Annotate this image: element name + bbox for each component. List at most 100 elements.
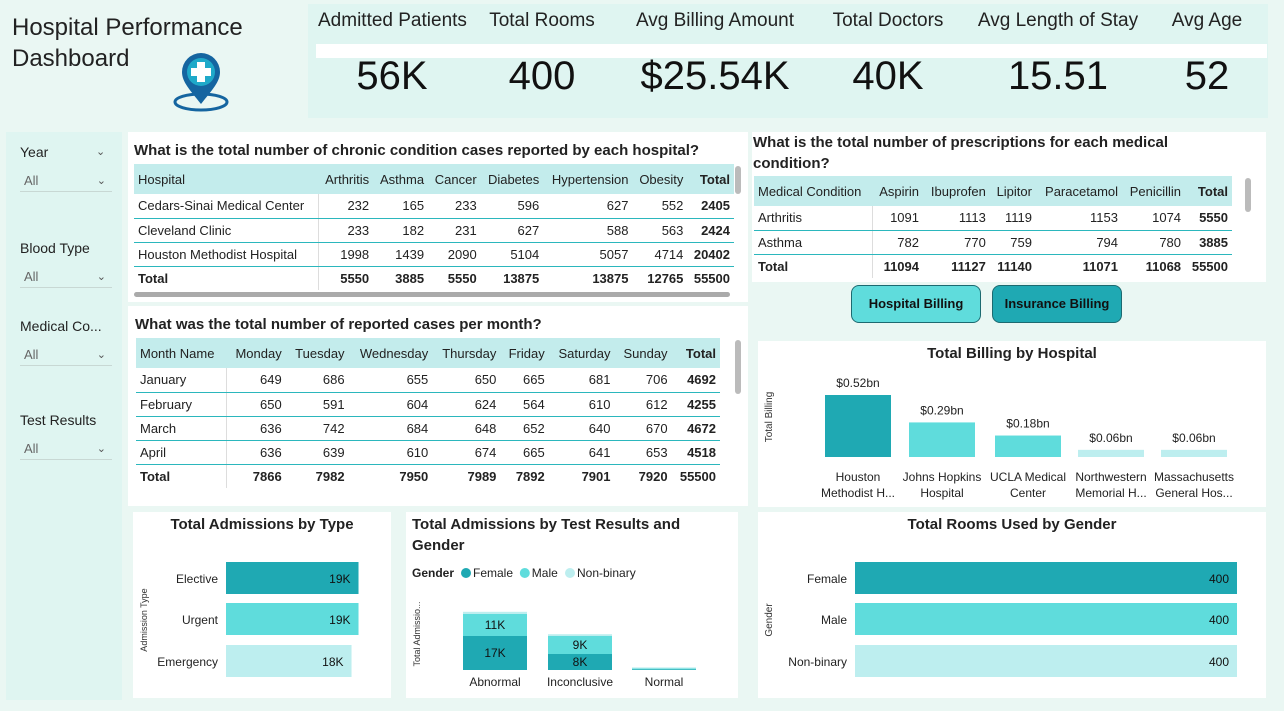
prescription-table-col-header[interactable]: Ibuprofen (923, 176, 990, 206)
chronic-table-col-header[interactable]: Total (687, 164, 734, 194)
test-bar-segment (463, 611, 527, 614)
chevron-down-icon: ⌄ (96, 271, 106, 283)
monthly-table-cell: 653 (614, 440, 672, 465)
billing-category-label: Northwestern (1075, 470, 1146, 484)
insurance-billing-button[interactable]: Insurance Billing (992, 285, 1122, 323)
prescription-table-col-header[interactable]: Penicillin (1122, 176, 1186, 206)
monthly-table-cell: 650 (226, 392, 286, 417)
monthly-table-cell: 684 (348, 416, 433, 441)
chronic-table-row[interactable]: Cedars-Sinai Medical Center 232 165 233 596 6… (134, 194, 734, 219)
chronic-table-hscroll[interactable] (134, 292, 730, 297)
type-bar (226, 562, 359, 594)
chronic-table-total-cell: 5550 (428, 265, 481, 290)
test-results-chart: Total Admissions by Test Results and Gend… (412, 516, 696, 689)
chronic-table-vscroll[interactable] (735, 166, 741, 194)
prescription-table-cell: 770 (923, 230, 990, 255)
slicer-panel (6, 132, 122, 700)
billing-category-label: Memorial H... (1075, 486, 1146, 500)
monthly-table-col-header[interactable]: Monday (226, 338, 286, 368)
slicer-test-dropdown[interactable]: All ⌄ (20, 438, 112, 460)
rooms-gender-chart: Total Rooms Used by Gender Gender 400 Femal… (764, 516, 1237, 677)
slicer-medical-dropdown[interactable]: All ⌄ (20, 344, 112, 366)
prescription-table-cell: Asthma (754, 230, 873, 255)
chronic-table-cell: 627 (480, 218, 544, 243)
monthly-table-row[interactable]: April 636 639 610 674 665 641 653 4518 (136, 440, 720, 465)
monthly-table-cell: 636 (226, 416, 286, 441)
rooms-bar (855, 645, 1237, 677)
test-data-label: 11K (485, 618, 505, 632)
monthly-table-row[interactable]: February 650 591 604 624 564 610 612 4255 (136, 392, 720, 417)
test-data-label: 8K (573, 655, 588, 669)
chronic-table-total-cell: 13875 (480, 265, 544, 290)
monthly-table-cell: 742 (285, 416, 349, 441)
chronic-table-row[interactable]: Houston Methodist Hospital 1998 1439 2090 51… (134, 242, 734, 267)
chronic-table-header-row: Hospital Arthritis Asthma Cancer Diabetes Hyp… (134, 164, 734, 194)
monthly-table-cell: 564 (500, 392, 549, 417)
monthly-table-col-header[interactable]: Thursday (432, 338, 501, 368)
slicer-year-value: All (24, 173, 39, 188)
chronic-table-col-header[interactable]: Obesity (632, 164, 688, 194)
monthly-table-col-header[interactable]: Tuesday (285, 338, 349, 368)
slicer-year-dropdown[interactable]: All ⌄ (20, 170, 112, 192)
chronic-table-col-header[interactable]: Arthritis (318, 164, 374, 194)
prescription-table[interactable]: Medical Condition Aspirin Ibuprofen Lipitor… (754, 176, 1232, 278)
monthly-table-col-header[interactable]: Wednesday (348, 338, 433, 368)
chronic-table-cell: 5104 (480, 242, 544, 267)
prescription-table-row[interactable]: Asthma 782 770 759 794 780 3885 (754, 230, 1232, 255)
chronic-table-cell: 231 (428, 218, 481, 243)
monthly-table-cell: 686 (285, 368, 349, 393)
monthly-table-col-header[interactable]: Sunday (614, 338, 672, 368)
chronic-table-col-header[interactable]: Asthma (373, 164, 429, 194)
monthly-table-total-cell: Total (136, 463, 227, 488)
billing-chart: Total Billing by Hospital Total Billing $0… (764, 345, 1234, 500)
slicer-year-collapse-icon[interactable]: ⌄ (96, 146, 106, 158)
prescription-table-col-header[interactable]: Paracetamol (1035, 176, 1123, 206)
monthly-table-col-header[interactable]: Total (671, 338, 720, 368)
prescription-table-col-header[interactable]: Medical Condition (754, 176, 873, 206)
kpi-rooms-label: Total Rooms (489, 10, 595, 31)
monthly-table[interactable]: Month Name Monday Tuesday Wednesday Thursday… (136, 338, 720, 488)
monthly-table-vscroll[interactable] (735, 340, 741, 394)
billing-category-label: Houston (836, 470, 881, 484)
monthly-table-cell: 652 (500, 416, 549, 441)
prescription-table-total-cell: 11068 (1122, 253, 1186, 278)
kpi-billing-value: $25.54K (640, 54, 790, 98)
monthly-table-cell: 610 (548, 392, 615, 417)
legend-label: Female (473, 566, 513, 580)
chronic-table-cell: 2405 (687, 194, 734, 219)
billing-chart-ylabel: Total Billing (764, 392, 775, 443)
monthly-table-col-header[interactable]: Saturday (548, 338, 615, 368)
chronic-table[interactable]: Hospital Arthritis Asthma Cancer Diabetes Hyp… (134, 164, 734, 290)
monthly-table-total-cell: 7989 (432, 463, 501, 488)
slicer-blood-dropdown[interactable]: All ⌄ (20, 266, 112, 288)
test-chart-title-line2: Gender (412, 537, 465, 554)
monthly-table-row[interactable]: March 636 742 684 648 652 640 670 4672 (136, 416, 720, 441)
prescription-table-col-header[interactable]: Total (1185, 176, 1232, 206)
chronic-table-col-header[interactable]: Cancer (428, 164, 481, 194)
prescription-table-vscroll[interactable] (1245, 178, 1251, 212)
monthly-table-cell: 706 (614, 368, 672, 393)
prescription-table-col-header[interactable]: Aspirin (872, 176, 923, 206)
prescription-table-cell: 1074 (1122, 206, 1186, 231)
chronic-table-col-header[interactable]: Hospital (134, 164, 319, 194)
test-bar-segment (463, 636, 527, 670)
prescription-table-row[interactable]: Arthritis 1091 1113 1119 1153 1074 5550 (754, 206, 1232, 231)
chronic-table-cell: 5057 (543, 242, 633, 267)
hospital-billing-button[interactable]: Hospital Billing (851, 285, 981, 323)
chronic-table-row[interactable]: Cleveland Clinic 233 182 231 627 588 563 2424 (134, 218, 734, 243)
monthly-table-col-header[interactable]: Month Name (136, 338, 227, 368)
chronic-table-cell: 2090 (428, 242, 481, 267)
chronic-table-col-header[interactable]: Hypertension (543, 164, 633, 194)
billing-category-label: UCLA Medical (990, 470, 1066, 484)
billing-category-label: Methodist H... (821, 486, 895, 500)
prescription-table-total-cell: Total (754, 253, 873, 278)
monthly-table-row[interactable]: January 649 686 655 650 665 681 706 4692 (136, 368, 720, 393)
monthly-table-cell: 4518 (671, 440, 720, 465)
kpi-age-value: 52 (1184, 54, 1230, 98)
prescription-table-col-header[interactable]: Lipitor (989, 176, 1036, 206)
chronic-table-col-header[interactable]: Diabetes (480, 164, 544, 194)
monthly-table-col-header[interactable]: Friday (500, 338, 549, 368)
legend-marker (519, 568, 530, 578)
monthly-table-total-cell: 55500 (671, 463, 720, 488)
billing-category-label: General Hos... (1155, 486, 1232, 500)
